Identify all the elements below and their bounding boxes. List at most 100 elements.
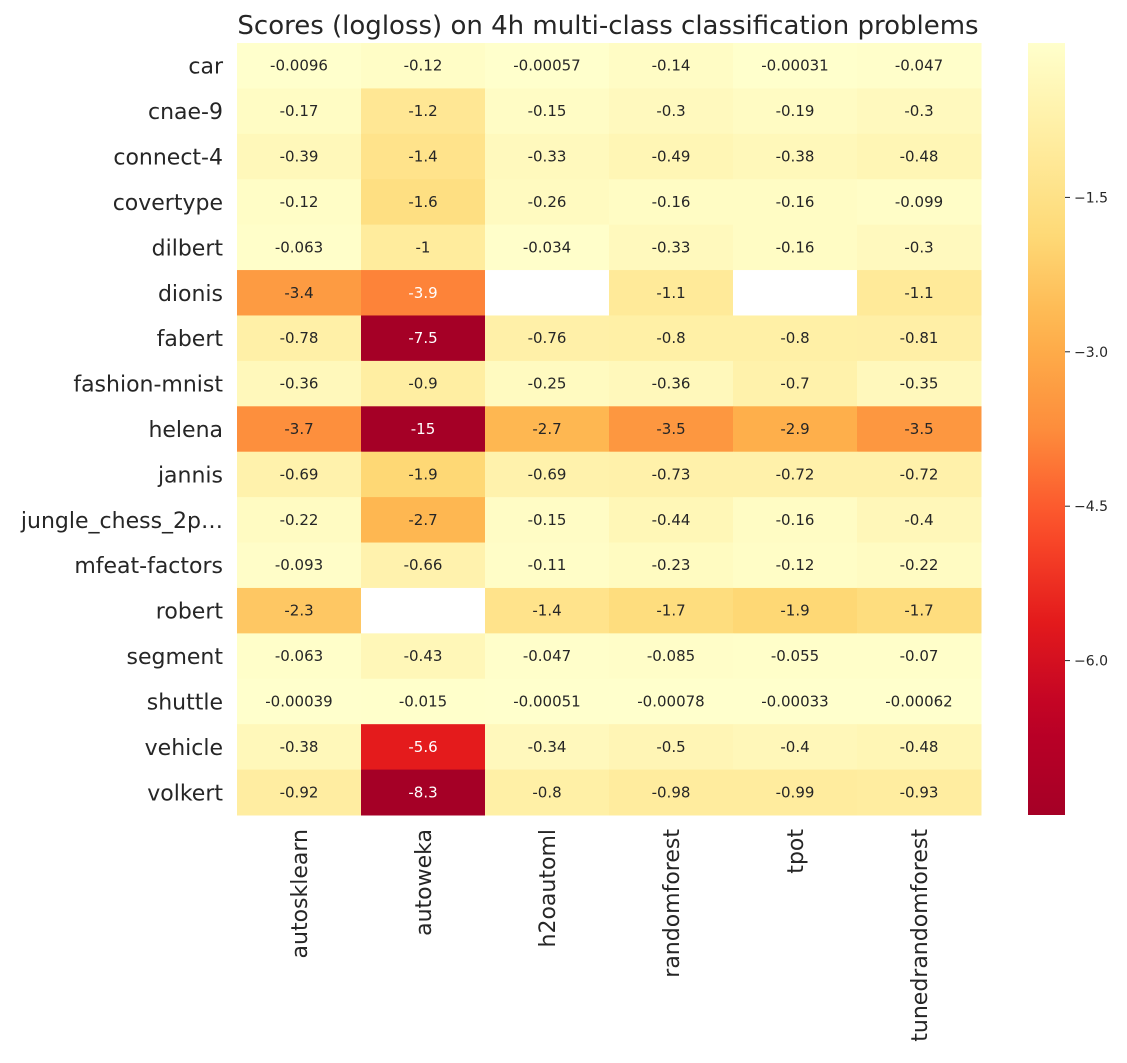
- heatmap-cell-value: -0.16: [776, 511, 815, 529]
- heatmap-cell-value: -3.7: [284, 420, 313, 438]
- row-label: shuttle: [147, 690, 223, 715]
- heatmap-cell: [609, 179, 734, 226]
- heatmap-cell-value: -0.0096: [270, 57, 328, 75]
- heatmap-cell: [857, 633, 982, 680]
- heatmap-cell: [609, 315, 734, 362]
- heatmap-cell-value: -1.7: [904, 602, 933, 620]
- heatmap-cell-value: -0.00062: [885, 692, 952, 710]
- heatmap-cell: [237, 88, 362, 135]
- heatmap-cell-value: -0.66: [404, 556, 443, 574]
- heatmap-cell-value: -0.093: [275, 556, 323, 574]
- heatmap-cell: [857, 769, 982, 816]
- heatmap-cell: [733, 678, 858, 725]
- heatmap-cell: [733, 724, 858, 771]
- heatmap-cell: [485, 542, 610, 589]
- heatmap-cell: [485, 769, 610, 816]
- heatmap-cell: [485, 315, 610, 362]
- heatmap-cell-value: -0.12: [280, 193, 319, 211]
- heatmap-cell: [609, 497, 734, 544]
- heatmap-cell-value: -1.7: [656, 602, 685, 620]
- heatmap-cell-value: -0.5: [656, 738, 685, 756]
- colorbar-tick-label: −6.0: [1074, 654, 1108, 670]
- column-label: randomforest: [660, 829, 685, 978]
- heatmap-cell: [361, 542, 486, 589]
- heatmap-cell: [361, 88, 486, 135]
- heatmap-cell: [857, 43, 982, 89]
- heatmap-cell: [361, 360, 486, 407]
- row-label: dionis: [158, 282, 223, 307]
- heatmap-cells: -0.0096 -0.12 -0.00057 -0.14 -0.00031 -0.047 -…: [237, 43, 982, 816]
- heatmap-cell-value: -0.7: [780, 375, 809, 393]
- heatmap-cell-value: -3.5: [904, 420, 933, 438]
- heatmap-cell-value: -0.3: [656, 102, 685, 120]
- heatmap-cell: [609, 633, 734, 680]
- heatmap-cell-value: -0.22: [280, 511, 319, 529]
- heatmap-cell: [485, 360, 610, 407]
- heatmap-cell: [609, 224, 734, 271]
- colorbar-tick-label: −1.5: [1074, 190, 1108, 206]
- heatmap-cell-value: -2.7: [532, 420, 561, 438]
- column-label: autosklearn: [288, 829, 313, 958]
- row-label: car: [188, 55, 224, 80]
- heatmap-cell-value: -0.49: [652, 148, 691, 166]
- heatmap-cell-value: -0.015: [399, 692, 447, 710]
- heatmap-cell: [609, 133, 734, 180]
- heatmap-cell-value: -2.3: [284, 602, 313, 620]
- heatmap-cell-value: -0.00039: [265, 692, 332, 710]
- row-label: helena: [148, 418, 223, 443]
- heatmap-cell-value: -0.099: [895, 193, 943, 211]
- heatmap-cell: [733, 769, 858, 816]
- colorbar: −1.5 −3.0 −4.5 −6.0: [1028, 43, 1108, 815]
- heatmap-cell: [857, 542, 982, 589]
- heatmap-cell-value: -2.7: [408, 511, 437, 529]
- heatmap-cell-value: -0.063: [275, 238, 323, 256]
- column-label: h2oautoml: [536, 829, 561, 947]
- heatmap-cell: [237, 769, 362, 816]
- row-label: dilbert: [152, 236, 224, 261]
- heatmap-cell-value: -0.8: [656, 329, 685, 347]
- heatmap-cell-value: -1.6: [408, 193, 437, 211]
- heatmap-cell-value: -0.98: [652, 783, 691, 801]
- colorbar-tick-label: −3.0: [1074, 345, 1108, 361]
- heatmap-cell-value: -0.48: [900, 738, 939, 756]
- heatmap-cell-value: -0.4: [904, 511, 933, 529]
- heatmap-cell: [733, 224, 858, 271]
- heatmap-cell: [857, 224, 982, 271]
- heatmap-cell: [609, 270, 734, 316]
- heatmap-cell: [361, 724, 486, 771]
- heatmap-cell: [237, 179, 362, 226]
- heatmap-cell: [485, 88, 610, 135]
- heatmap-cell-value: -0.12: [776, 556, 815, 574]
- heatmap-cell: [361, 769, 486, 816]
- heatmap-cell: [857, 270, 982, 316]
- heatmap-cell-value: -0.11: [528, 556, 567, 574]
- heatmap-cell-value: -0.9: [408, 375, 437, 393]
- heatmap-cell-value: -0.16: [776, 193, 815, 211]
- heatmap-cell: [485, 587, 610, 634]
- heatmap-cell-value: -0.00033: [761, 692, 828, 710]
- heatmap-cell: [361, 133, 486, 180]
- heatmap-cell-value: -7.5: [408, 329, 437, 347]
- heatmap-cell-value: -0.38: [776, 148, 815, 166]
- heatmap-cell-value: -0.15: [528, 511, 567, 529]
- row-label: jungle_chess_2p…: [20, 509, 223, 534]
- heatmap-cell: [361, 43, 486, 89]
- heatmap-cell-missing: [485, 270, 610, 316]
- heatmap-cell-value: -1.4: [532, 602, 561, 620]
- heatmap-cell-value: -0.33: [528, 148, 567, 166]
- heatmap-cell-value: -0.3: [904, 102, 933, 120]
- heatmap-cell-value: -8.3: [408, 783, 437, 801]
- heatmap-cell-value: -0.17: [280, 102, 319, 120]
- heatmap-cell: [485, 724, 610, 771]
- heatmap-cell: [733, 88, 858, 135]
- heatmap-cell-value: -0.047: [523, 647, 571, 665]
- heatmap-cell: [733, 633, 858, 680]
- column-label: autoweka: [412, 829, 437, 936]
- row-label: fashion-mnist: [73, 373, 223, 398]
- heatmap-cell: [857, 133, 982, 180]
- heatmap-cell: [733, 179, 858, 226]
- heatmap-cell-value: -0.00057: [513, 57, 580, 75]
- heatmap-cell: [237, 360, 362, 407]
- chart-title: Scores (logloss) on 4h multi-class class…: [237, 11, 978, 41]
